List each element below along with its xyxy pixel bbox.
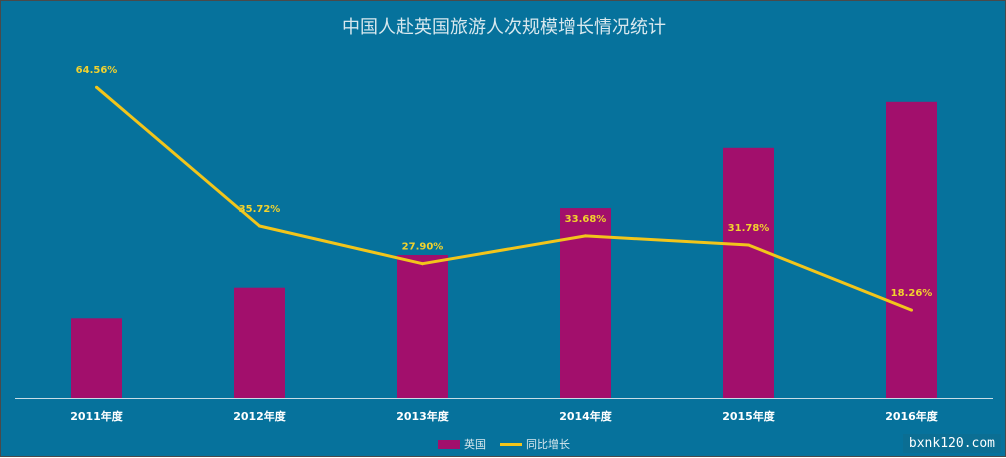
line-data-label-2: 27.90% <box>402 242 444 253</box>
bar-0 <box>71 318 122 398</box>
legend: 英国 同比增长 <box>1 436 1006 452</box>
legend-item-bar[interactable]: 英国 <box>438 436 486 452</box>
line-point-2 <box>421 262 424 266</box>
line-point-4 <box>747 243 750 247</box>
legend-label-bar: 英国 <box>464 438 486 451</box>
x-tick-label: 2011年度 <box>70 409 124 423</box>
x-tick-label: 2016年度 <box>885 409 939 423</box>
line-point-0 <box>95 85 98 89</box>
line-data-label-4: 31.78% <box>728 223 770 234</box>
legend-swatch-line <box>500 442 522 446</box>
x-tick-label: 2015年度 <box>722 409 776 423</box>
x-tick-label: 2012年度 <box>233 409 287 423</box>
legend-item-line[interactable]: 同比增长 <box>500 436 570 452</box>
line-point-3 <box>584 234 587 238</box>
line-data-label-5: 18.26% <box>891 288 933 299</box>
bar-1 <box>234 287 285 398</box>
line-point-1 <box>258 224 261 228</box>
x-tick-label: 2013年度 <box>396 409 450 423</box>
legend-label-line: 同比增长 <box>526 438 570 451</box>
growth-line <box>95 86 913 312</box>
legend-swatch-bar <box>438 439 460 449</box>
bar-5 <box>886 101 937 399</box>
chart-title: 中国人赴英国旅游人次规模增长情况统计 <box>342 17 666 38</box>
line-point-5 <box>910 308 913 312</box>
line-data-label-3: 33.68% <box>565 214 607 225</box>
line-data-label-1: 35.72% <box>239 204 281 215</box>
watermark: bxnk120.com <box>902 434 1001 453</box>
bar-4 <box>723 147 774 398</box>
x-tick-label: 2014年度 <box>559 409 613 423</box>
line-data-label-0: 64.56% <box>76 65 118 76</box>
bar-2 <box>397 255 448 398</box>
